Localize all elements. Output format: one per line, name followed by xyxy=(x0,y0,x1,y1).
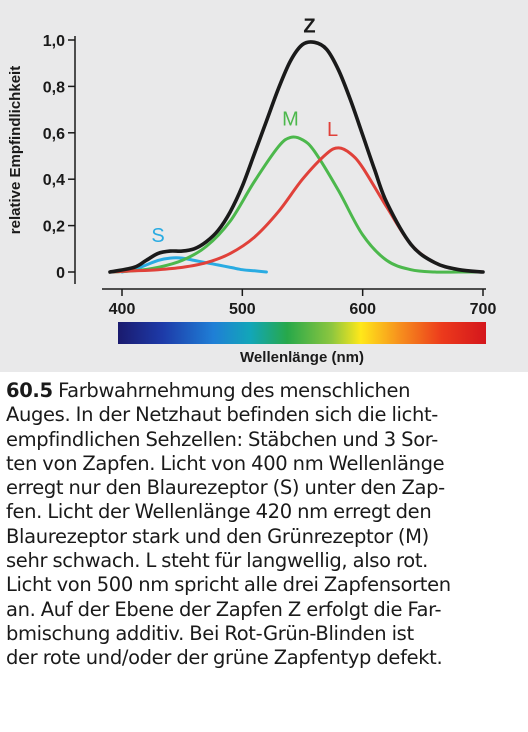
y-tick-label: 1,0 xyxy=(43,33,65,50)
series-line-m xyxy=(108,135,485,274)
x-tick-label: 700 xyxy=(470,301,497,318)
y-axis-title: relative Empfindlichkeit xyxy=(7,66,24,234)
caption-line-5: erregt nur den Blaurezeptor (S) unter de… xyxy=(6,476,445,500)
caption-line-2: Auges. In der Netzhaut befinden sich die… xyxy=(6,403,438,427)
caption-line-4: ten von Zapfen. Licht von 400 nm Wellenl… xyxy=(6,451,445,475)
y-tick-label: 0,8 xyxy=(43,79,65,96)
y-tick-label: 0,2 xyxy=(43,219,65,236)
caption-line-1: 60.5 Farbwahrnehmung des menschlichen xyxy=(6,379,522,403)
caption-line-11: bmischung additiv. Bei Rot-Grün-Blinden … xyxy=(6,621,414,645)
y-tick-label: 0,6 xyxy=(43,126,65,143)
series-line-s xyxy=(120,256,268,274)
caption-line-9: Licht von 500 nm spricht alle drei Zapfe… xyxy=(6,573,451,597)
caption-line-12: der rote und/oder der grüne Zapfentyp de… xyxy=(6,646,443,670)
figure-number: 60.5 xyxy=(6,379,53,402)
caption-line-7: Blaurezeptor stark und den Grünrezeptor … xyxy=(6,524,429,548)
x-tick-label: 500 xyxy=(229,301,256,318)
spectrum-bar xyxy=(118,322,486,344)
series-line-z xyxy=(108,40,485,274)
series-label-l: L xyxy=(327,119,338,141)
figure-caption: 60.5 Farbwahrnehmung des menschlichen Au… xyxy=(6,379,522,671)
chart-panel: 0 0,2 0,4 0,6 0,8 1,0 400 500 600 700 S M L Z relati… xyxy=(0,0,528,372)
y-tick-label: 0,4 xyxy=(43,172,65,189)
series-labels: S M L Z xyxy=(151,15,338,247)
caption-line-3: empfindlichen Sehzellen: Stäbchen und 3 … xyxy=(6,427,438,451)
caption-line-6: fen. Licht der Wellenlänge 420 nm erregt… xyxy=(6,500,432,524)
x-tick-label: 400 xyxy=(109,301,136,318)
series-label-z: Z xyxy=(303,15,315,37)
series-label-s: S xyxy=(151,225,164,247)
caption-line-10: an. Auf der Ebene der Zapfen Z erfolgt d… xyxy=(6,597,442,621)
series-label-m: M xyxy=(282,108,299,130)
x-tick-label: 600 xyxy=(349,301,376,318)
chart-svg: 0 0,2 0,4 0,6 0,8 1,0 400 500 600 700 S M L Z relati… xyxy=(7,15,497,366)
caption-text: Farbwahrnehmung des menschlichen xyxy=(52,379,411,402)
y-tick-label: 0 xyxy=(56,265,65,282)
curves xyxy=(108,40,485,274)
ticks: 0 0,2 0,4 0,6 0,8 1,0 400 500 600 700 xyxy=(43,33,497,318)
axes xyxy=(74,36,486,290)
x-axis-title: Wellenlänge (nm) xyxy=(240,349,364,366)
caption-line-8: sehr schwach. L steht für langwellig, al… xyxy=(6,549,428,573)
